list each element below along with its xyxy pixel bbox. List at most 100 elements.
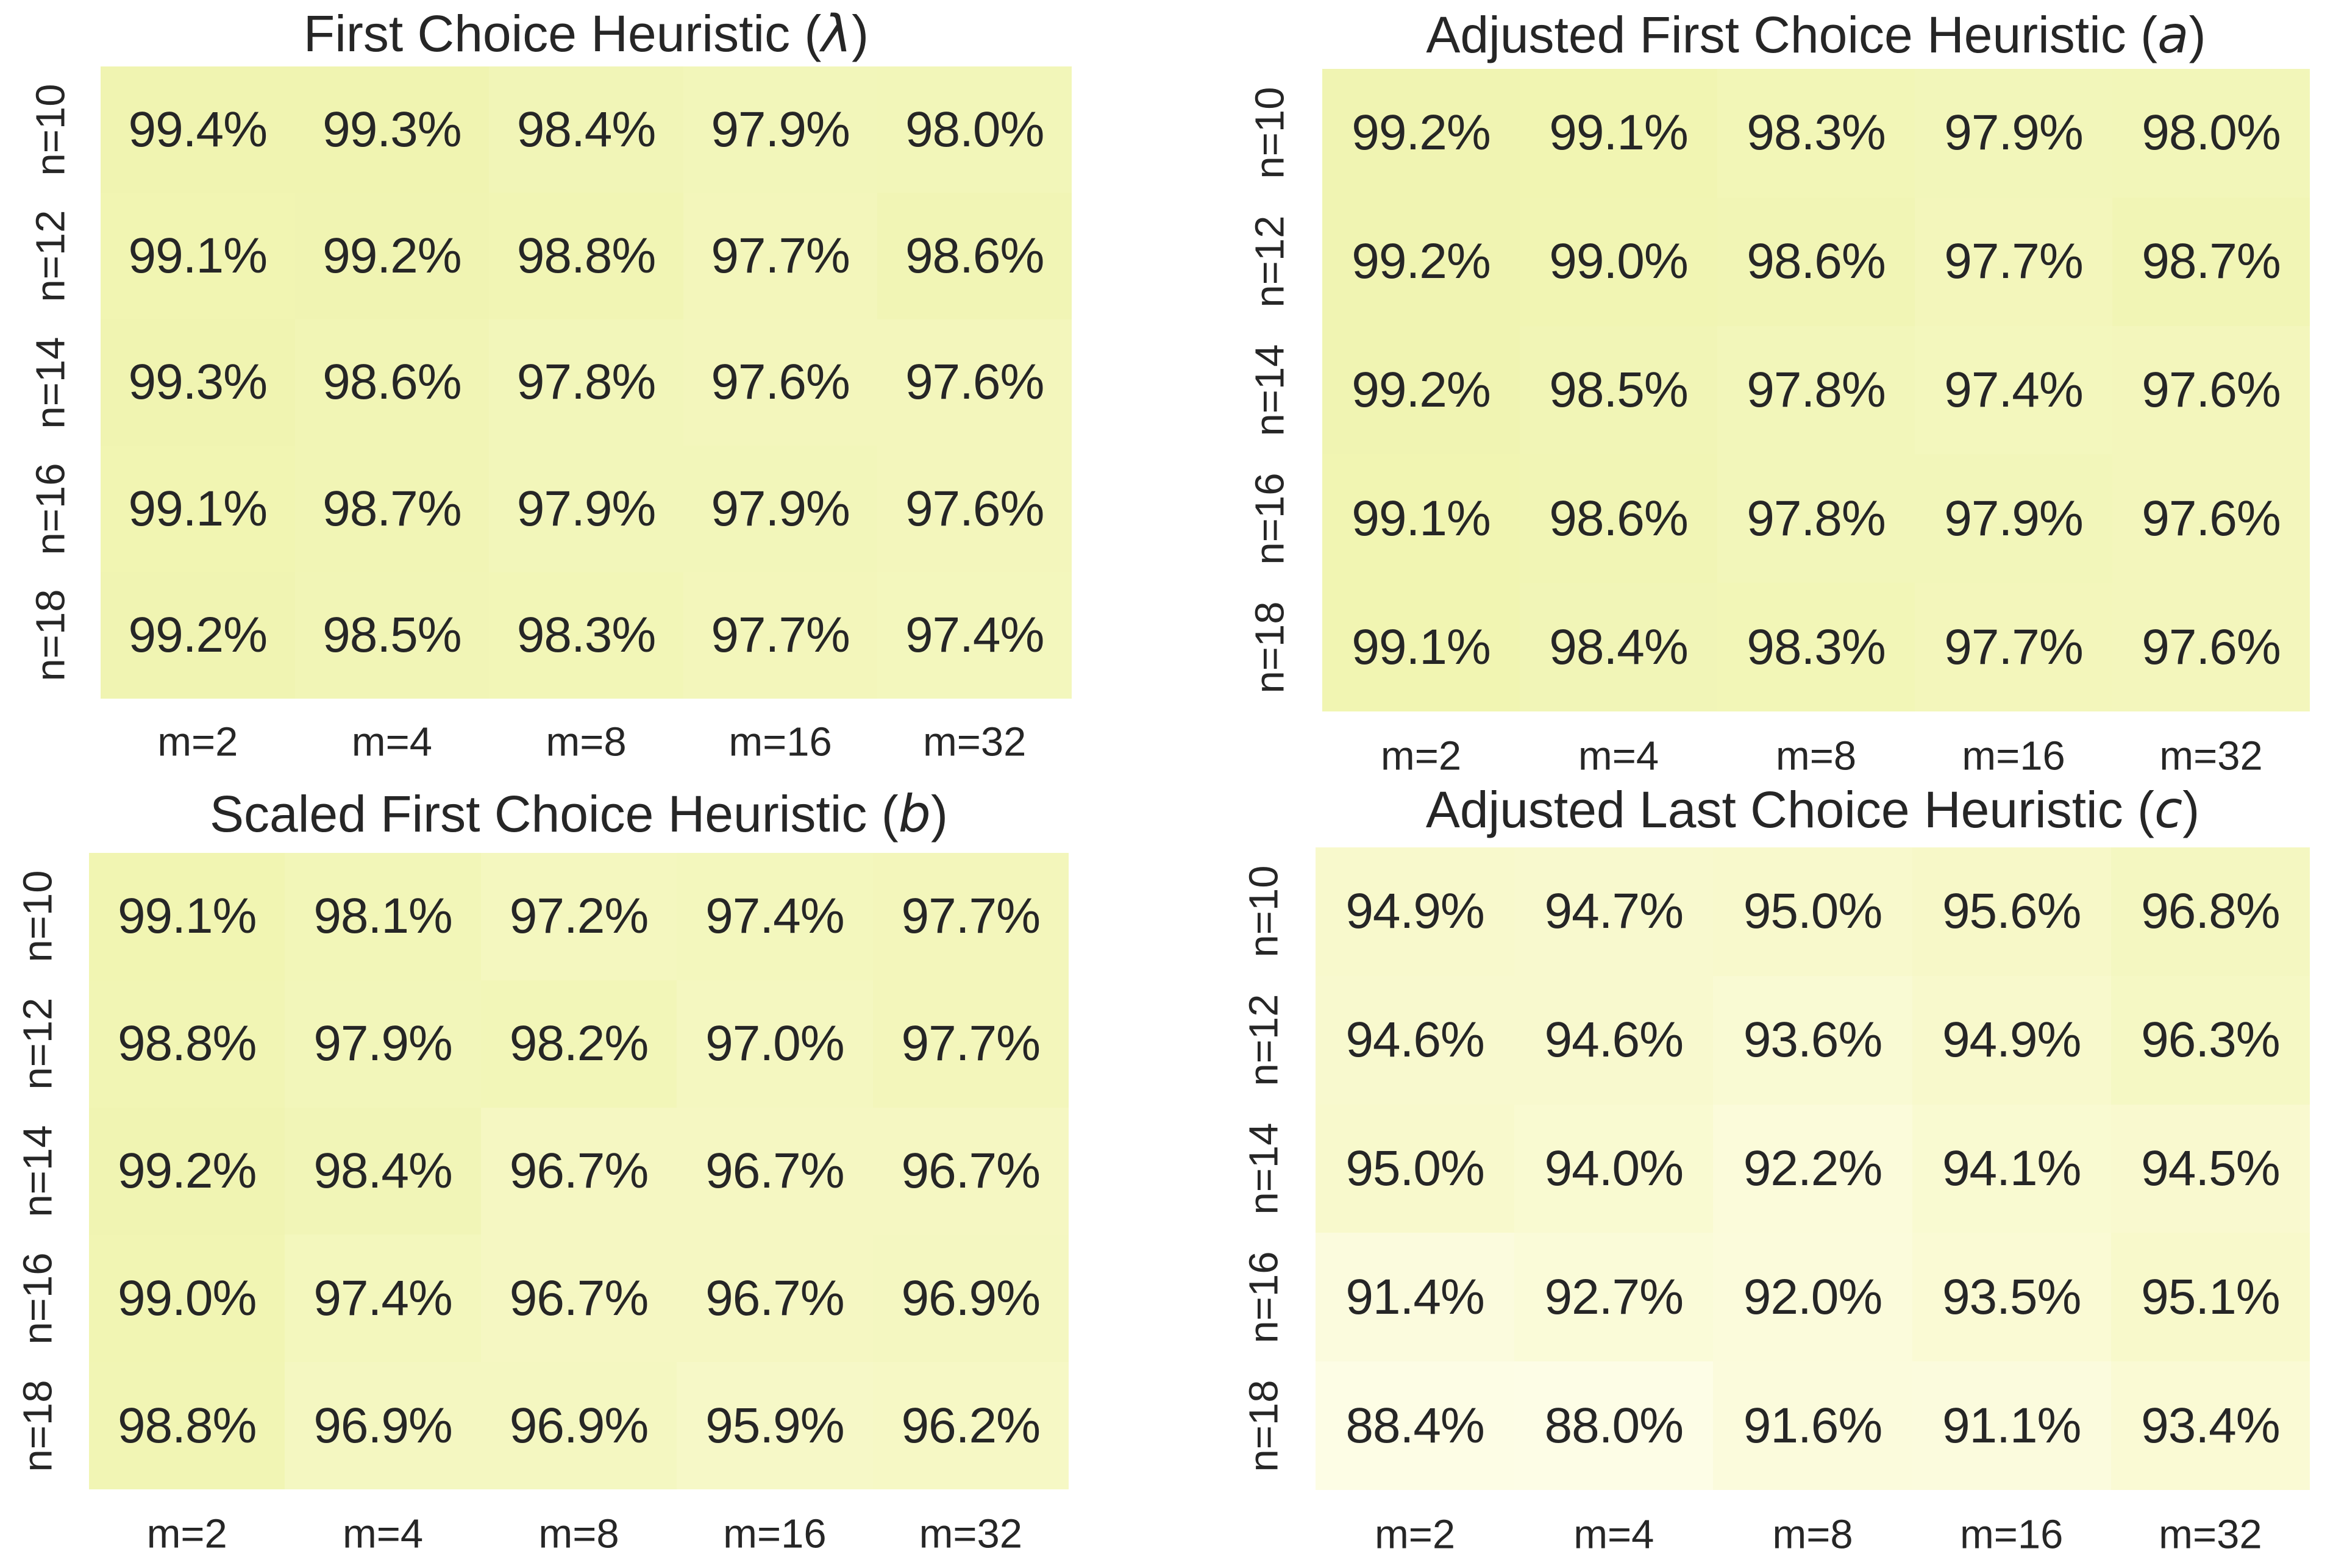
panel-title-first-choice: First Choice Heuristic (λ): [101, 4, 1072, 63]
heatmap-cell: 97.9%: [683, 66, 878, 193]
x-tick-label: m=4: [1573, 1511, 1654, 1558]
heatmap-cell: 98.4%: [1520, 583, 1717, 711]
heatmap-cell: 96.9%: [872, 1235, 1069, 1363]
heatmap-cell: 93.5%: [1912, 1233, 2111, 1362]
heatmap-cell: 91.6%: [1713, 1361, 1912, 1490]
heatmap-cell: 95.6%: [1912, 847, 2111, 976]
x-tick-label: m=32: [2159, 1511, 2262, 1558]
heatmap-cell: 98.3%: [1717, 583, 1915, 711]
heatmap-cell: 96.9%: [480, 1362, 677, 1489]
heatmap-cell: 97.7%: [872, 853, 1069, 980]
y-tick-label: n=12: [1241, 994, 1287, 1086]
y-tick-label: n=18: [15, 1380, 61, 1472]
heatmap-cell: 97.7%: [683, 193, 878, 319]
heatmap-cell: 95.9%: [677, 1362, 873, 1489]
heatmap-cell: 94.7%: [1514, 847, 1714, 976]
heatmap-cell: 96.7%: [872, 1107, 1069, 1235]
heatmap-cell: 98.6%: [1717, 197, 1915, 326]
heatmap-cell: 91.1%: [1912, 1361, 2111, 1490]
heatmap-cell: 98.0%: [877, 66, 1072, 193]
heatmap-adjusted-first-choice: 99.2% 99.1% 98.3% 97.9% 98.0% 99.2% 99.0% 98.6%…: [1322, 69, 2310, 711]
heatmap-cell: 97.2%: [480, 853, 677, 980]
x-tick-label: m=2: [146, 1511, 227, 1557]
x-tick-label: m=8: [546, 719, 627, 765]
heatmap-cell: 99.1%: [89, 853, 285, 980]
heatmap-cell: 98.6%: [1520, 454, 1717, 583]
heatmap-cell: 95.0%: [1713, 847, 1912, 976]
x-tick-label: m=16: [728, 719, 832, 765]
x-tick-label: m=2: [1374, 1511, 1456, 1558]
panel-title-adjusted-first-choice: Adjusted First Choice Heuristic (a): [1322, 5, 2310, 65]
y-tick-label: n=16: [1247, 472, 1293, 565]
x-tick-label: m=8: [1772, 1511, 1853, 1558]
heatmap-first-choice: 99.4% 99.3% 98.4% 97.9% 98.0% 99.1% 99.2% 98.8%…: [101, 66, 1072, 699]
heatmap-cell: 99.1%: [101, 446, 295, 572]
heatmap-cell: 98.7%: [2112, 197, 2310, 326]
y-tick-label: n=16: [1241, 1251, 1287, 1344]
heatmap-cell: 94.9%: [1912, 975, 2111, 1105]
heatmap-cell: 97.4%: [677, 853, 873, 980]
panel-title-text: ): [2182, 781, 2200, 838]
panel-title-text: First Choice Heuristic (: [303, 5, 822, 62]
heatmap-cell: 98.0%: [2112, 69, 2310, 198]
y-tick-label: n=14: [27, 337, 74, 429]
y-tick-label: n=14: [15, 1125, 61, 1217]
panel-title-text: ): [852, 5, 869, 62]
heatmap-cell: 94.5%: [2110, 1104, 2310, 1233]
heatmap-cell: 97.7%: [872, 980, 1069, 1108]
heatmap-cell: 88.0%: [1514, 1361, 1714, 1490]
y-tick-label: n=10: [1247, 87, 1293, 179]
heatmap-cell: 98.3%: [489, 572, 683, 699]
x-tick-label: m=4: [342, 1511, 424, 1557]
heatmap-cell: 99.2%: [1322, 69, 1520, 198]
heatmap-cell: 97.9%: [1915, 454, 2112, 583]
x-tick-label: m=8: [1775, 733, 1857, 779]
heatmap-cell: 97.9%: [285, 980, 481, 1108]
x-tick-label: m=32: [919, 1511, 1023, 1557]
panel-title-text: ): [2189, 6, 2206, 63]
heatmap-cell: 97.6%: [877, 319, 1072, 446]
heatmap-cell: 99.2%: [1322, 197, 1520, 326]
heatmap-cell: 97.8%: [489, 319, 683, 446]
panel-title-symbol: c: [2154, 780, 2183, 839]
panel-title-text: Adjusted Last Choice Heuristic (: [1425, 781, 2155, 838]
heatmap-cell: 96.3%: [2110, 975, 2310, 1105]
heatmap-cell: 96.7%: [677, 1107, 873, 1235]
panel-title-text: ): [931, 785, 948, 843]
heatmap-cell: 97.4%: [285, 1235, 481, 1363]
heatmap-cell: 98.7%: [294, 446, 490, 572]
heatmap-cell: 99.3%: [101, 319, 295, 446]
panel-title-text: Scaled First Choice Heuristic (: [210, 785, 899, 843]
heatmap-cell: 94.1%: [1912, 1104, 2111, 1233]
heatmap-cell: 97.9%: [1915, 69, 2112, 198]
heatmap-cell: 97.8%: [1717, 454, 1915, 583]
y-tick-label: n=18: [1247, 601, 1293, 694]
heatmap-cell: 91.4%: [1316, 1233, 1515, 1362]
x-tick-label: m=8: [538, 1511, 619, 1557]
y-tick-label: n=12: [15, 997, 61, 1090]
heatmap-cell: 98.5%: [294, 572, 490, 699]
heatmap-cell: 97.6%: [877, 446, 1072, 572]
heatmap-cell: 98.8%: [89, 980, 285, 1108]
panel-title-symbol: a: [2157, 5, 2189, 65]
heatmap-scaled-first-choice: 99.1% 98.1% 97.2% 97.4% 97.7% 98.8% 97.9% 98.2%…: [89, 853, 1069, 1489]
x-tick-label: m=32: [922, 719, 1027, 765]
heatmap-cell: 97.7%: [1915, 583, 2112, 711]
heatmap-cell: 98.6%: [877, 193, 1072, 319]
heatmap-cell: 94.6%: [1514, 975, 1714, 1105]
heatmap-cell: 99.1%: [1520, 69, 1717, 198]
heatmap-cell: 92.2%: [1713, 1104, 1912, 1233]
heatmap-cell: 96.7%: [480, 1235, 677, 1363]
heatmap-adjusted-last-choice: 94.9% 94.7% 95.0% 95.6% 96.8% 94.6% 94.6% 93.6%…: [1316, 847, 2310, 1490]
heatmap-cell: 98.4%: [285, 1107, 481, 1235]
heatmap-cell: 97.9%: [489, 446, 683, 572]
heatmap-cell: 99.1%: [101, 193, 295, 319]
y-tick-label: n=16: [15, 1252, 61, 1345]
heatmap-cell: 99.2%: [1322, 326, 1520, 455]
heatmap-cell: 97.6%: [2112, 583, 2310, 711]
heatmap-cell: 97.4%: [877, 572, 1072, 699]
panel-title-text: Adjusted First Choice Heuristic (: [1426, 6, 2158, 63]
heatmap-cell: 97.6%: [683, 319, 878, 446]
y-tick-label: n=18: [1241, 1380, 1287, 1472]
